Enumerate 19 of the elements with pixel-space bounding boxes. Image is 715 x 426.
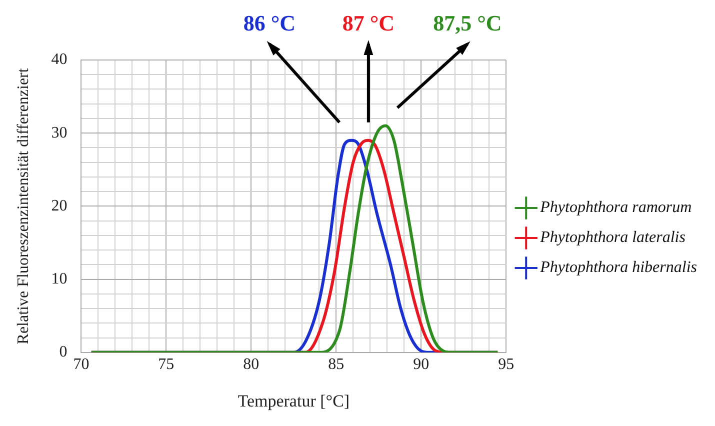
y-tick-label: 20 xyxy=(51,197,68,214)
y-tick-label: 10 xyxy=(51,270,68,288)
y-axis-title: Relative Fluoreszenzintensität differenziert xyxy=(14,68,32,344)
y-tick-label: 40 xyxy=(51,51,68,68)
x-tick-label: 80 xyxy=(243,356,260,374)
x-axis-title: Temperatur [°C] xyxy=(238,391,350,410)
text: 87 °C xyxy=(342,10,395,36)
text: 87,5 °C xyxy=(433,10,502,36)
legend-label: Phytophthora ramorum xyxy=(539,199,692,216)
x-tick-label: 90 xyxy=(413,356,430,374)
legend-label: Phytophthora hibernalis xyxy=(539,259,698,276)
legend-label: Phytophthora lateralis xyxy=(539,229,686,246)
x-tick-label: 95 xyxy=(498,356,514,374)
text: 86 °C xyxy=(243,10,296,36)
y-tick-label: 30 xyxy=(51,124,68,142)
x-tick-label: 70 xyxy=(73,356,90,374)
y-tick-label: 0 xyxy=(59,344,68,361)
x-tick-label: 75 xyxy=(158,356,174,374)
x-tick-label: 85 xyxy=(328,356,344,374)
